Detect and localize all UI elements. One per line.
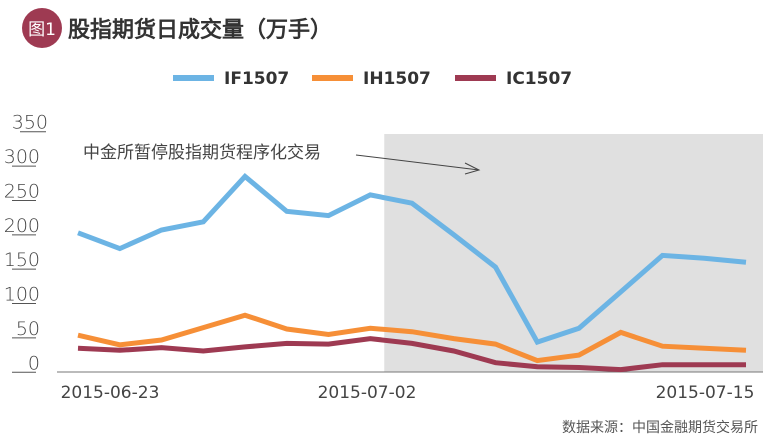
chart-title: 股指期货日成交量（万手）: [68, 17, 332, 43]
title-block: 图1 股指期货日成交量（万手）: [22, 8, 332, 48]
y-tick-label: 50: [16, 318, 40, 340]
x-tick-label: 2015-07-15: [656, 383, 755, 403]
legend: IF1507 IH1507 IC1507: [173, 69, 572, 89]
legend-label: IH1507: [363, 69, 431, 89]
x-tick-label: 2015-06-23: [61, 383, 160, 403]
annotation-arrowhead: [464, 162, 481, 175]
legend-label: IC1507: [506, 69, 572, 89]
y-axis: 0 50 100 150 200 250 300 350: [4, 112, 48, 375]
y-tick-label: 100: [4, 284, 40, 306]
annotation: 中金所暂停股指期货程序化交易: [83, 143, 481, 175]
x-tick-label: 2015-07-02: [318, 383, 417, 403]
annotation-arrow: [355, 154, 480, 171]
legend-label: IF1507: [224, 69, 289, 89]
x-axis: 2015-06-23 2015-07-02 2015-07-15: [61, 383, 755, 403]
figure-badge-label: 图1: [28, 20, 56, 40]
y-tick-label: 250: [4, 180, 40, 202]
source-note: 数据来源：中国金融期货交易所: [562, 419, 758, 436]
y-tick-label: 350: [12, 112, 48, 134]
y-tick-label: 300: [4, 146, 40, 168]
y-tick-label: 150: [4, 249, 40, 271]
figure-badge: [22, 8, 62, 48]
annotation-text: 中金所暂停股指期货程序化交易: [83, 143, 321, 163]
y-tick-label: 200: [4, 215, 40, 237]
series-group: [77, 172, 747, 373]
y-tick-label: 0: [28, 352, 40, 374]
